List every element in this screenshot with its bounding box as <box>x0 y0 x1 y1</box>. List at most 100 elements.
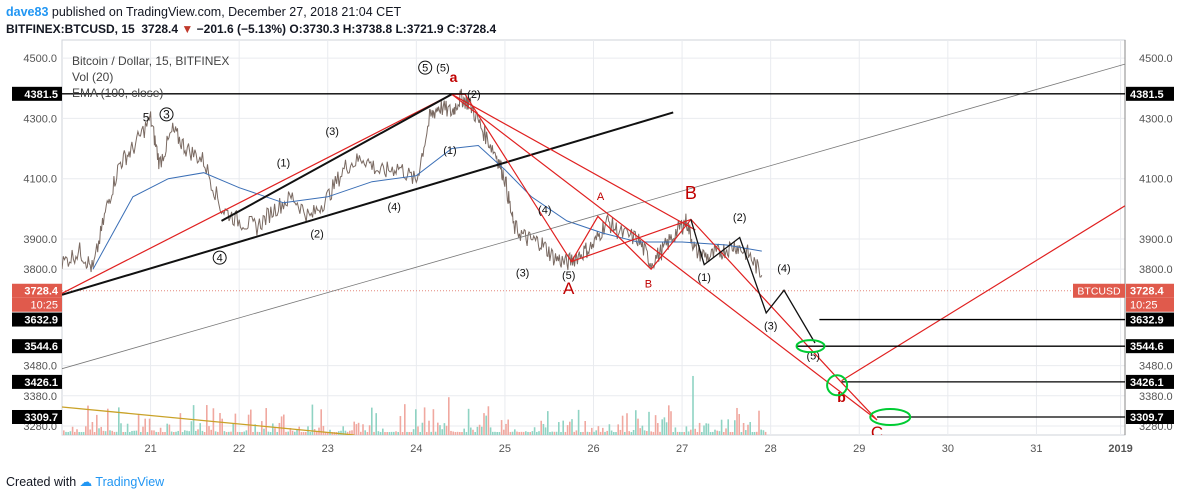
publish-info: dave83 published on TradingView.com, Dec… <box>6 5 401 19</box>
tradingview-brand[interactable]: TradingView <box>95 475 165 489</box>
wave-label: (4) <box>777 263 790 275</box>
countdown-right: 10:25 <box>1130 300 1158 312</box>
volume-bar <box>553 431 556 435</box>
volume-bar <box>197 429 199 435</box>
y-tick-label-right: 3900.0 <box>1139 234 1173 246</box>
volume-bar <box>518 431 520 435</box>
volume-bar <box>283 414 285 435</box>
wave-label: B <box>685 183 697 203</box>
level-tag-right-bg <box>1126 86 1174 101</box>
x-tick-label: 21 <box>144 443 156 455</box>
author-link[interactable]: dave83 <box>6 5 49 19</box>
volume-bar <box>727 419 729 435</box>
volume-bar <box>120 423 122 435</box>
volume-bar <box>544 427 547 435</box>
volume-bar <box>569 421 571 435</box>
volume-bar <box>144 418 146 435</box>
volume-bar <box>685 426 688 435</box>
x-tick-label: 26 <box>587 443 599 455</box>
level-tag-left: 3426.1 <box>24 377 58 389</box>
volume-bar <box>135 430 138 435</box>
volume-bar <box>368 425 371 435</box>
volume-bar <box>166 423 168 435</box>
wave-circle <box>212 250 227 265</box>
volume-bar <box>324 431 327 435</box>
footer: Created with ☁ TradingView <box>6 474 164 489</box>
level-tag-left-bg <box>12 312 62 327</box>
volume-bar <box>760 429 762 435</box>
wave-label: (3) <box>325 126 338 138</box>
volume-bar <box>586 431 589 435</box>
volume-bar <box>762 430 765 435</box>
volume-bar <box>69 431 72 435</box>
volume-bar <box>661 419 663 435</box>
trendline <box>62 111 674 296</box>
volume-bar <box>742 422 745 435</box>
volume-bar <box>322 425 325 435</box>
volume-bar <box>219 412 221 435</box>
volume-bar <box>208 426 210 435</box>
volume-bar <box>756 431 758 435</box>
volume-bar <box>373 431 375 435</box>
volume-bar <box>595 430 597 435</box>
volume-bar <box>364 430 366 435</box>
volume-bar <box>657 423 659 435</box>
volume-bar <box>126 423 129 435</box>
volume-bar <box>254 424 256 435</box>
volume-bar <box>461 431 463 435</box>
level-tag-right: 3632.9 <box>1130 315 1164 327</box>
volume-bar <box>676 431 679 435</box>
volume-bar <box>399 416 402 435</box>
wave-label: (3) <box>516 268 529 280</box>
countdown-left: 10:25 <box>30 300 58 312</box>
volume-bar <box>239 431 241 435</box>
volume-bar <box>173 431 175 435</box>
level-tag-right-bg <box>1126 409 1174 424</box>
legend-volume: Vol (20) <box>72 70 114 84</box>
volume-bar <box>362 424 364 435</box>
volume-bar <box>201 430 204 435</box>
volume-bar <box>470 427 472 435</box>
volume-bar <box>313 429 316 435</box>
created-with-label: Created with <box>6 475 77 489</box>
volume-bar <box>683 432 685 435</box>
volume-bar <box>734 420 736 435</box>
level-tag-left-bg <box>12 374 62 389</box>
tradingview-logo-icon[interactable]: ☁ <box>79 475 93 489</box>
volume-bar <box>214 431 217 435</box>
y-tick-label-left: 4500.0 <box>23 53 57 65</box>
volume-bar <box>632 429 635 435</box>
volume-bar <box>349 430 351 435</box>
volume-bar <box>298 426 300 435</box>
volume-bar <box>582 431 584 435</box>
wave-label: 3 <box>163 107 170 121</box>
volume-bar <box>67 431 69 435</box>
wave-label: (1) <box>277 158 290 170</box>
volume-bar <box>316 431 318 435</box>
volume-bar <box>223 431 226 435</box>
volume-bar <box>179 413 182 435</box>
volume-bar <box>445 425 448 435</box>
y-tick-label-right: 3380.0 <box>1139 391 1173 403</box>
volume-bar <box>417 426 419 435</box>
volume-bar <box>426 431 428 435</box>
volume-bar <box>478 424 481 435</box>
volume-bar <box>82 431 85 435</box>
volume-bar <box>265 408 267 435</box>
wave-label: (4) <box>538 204 551 216</box>
wave-circle <box>418 60 433 75</box>
volume-bar <box>175 431 177 435</box>
volume-bar <box>496 431 498 435</box>
volume-bar <box>353 421 355 435</box>
volume-bar <box>723 431 725 435</box>
volume-bar <box>628 431 630 435</box>
volume-bar <box>529 431 531 435</box>
volume-bar <box>725 428 727 435</box>
volume-bar <box>694 428 696 435</box>
volume-bar <box>551 431 553 435</box>
volume-bar <box>261 421 263 435</box>
volume-bar <box>137 413 140 435</box>
volume-bar <box>162 431 164 435</box>
y-tick-label-left: 4100.0 <box>23 174 57 186</box>
